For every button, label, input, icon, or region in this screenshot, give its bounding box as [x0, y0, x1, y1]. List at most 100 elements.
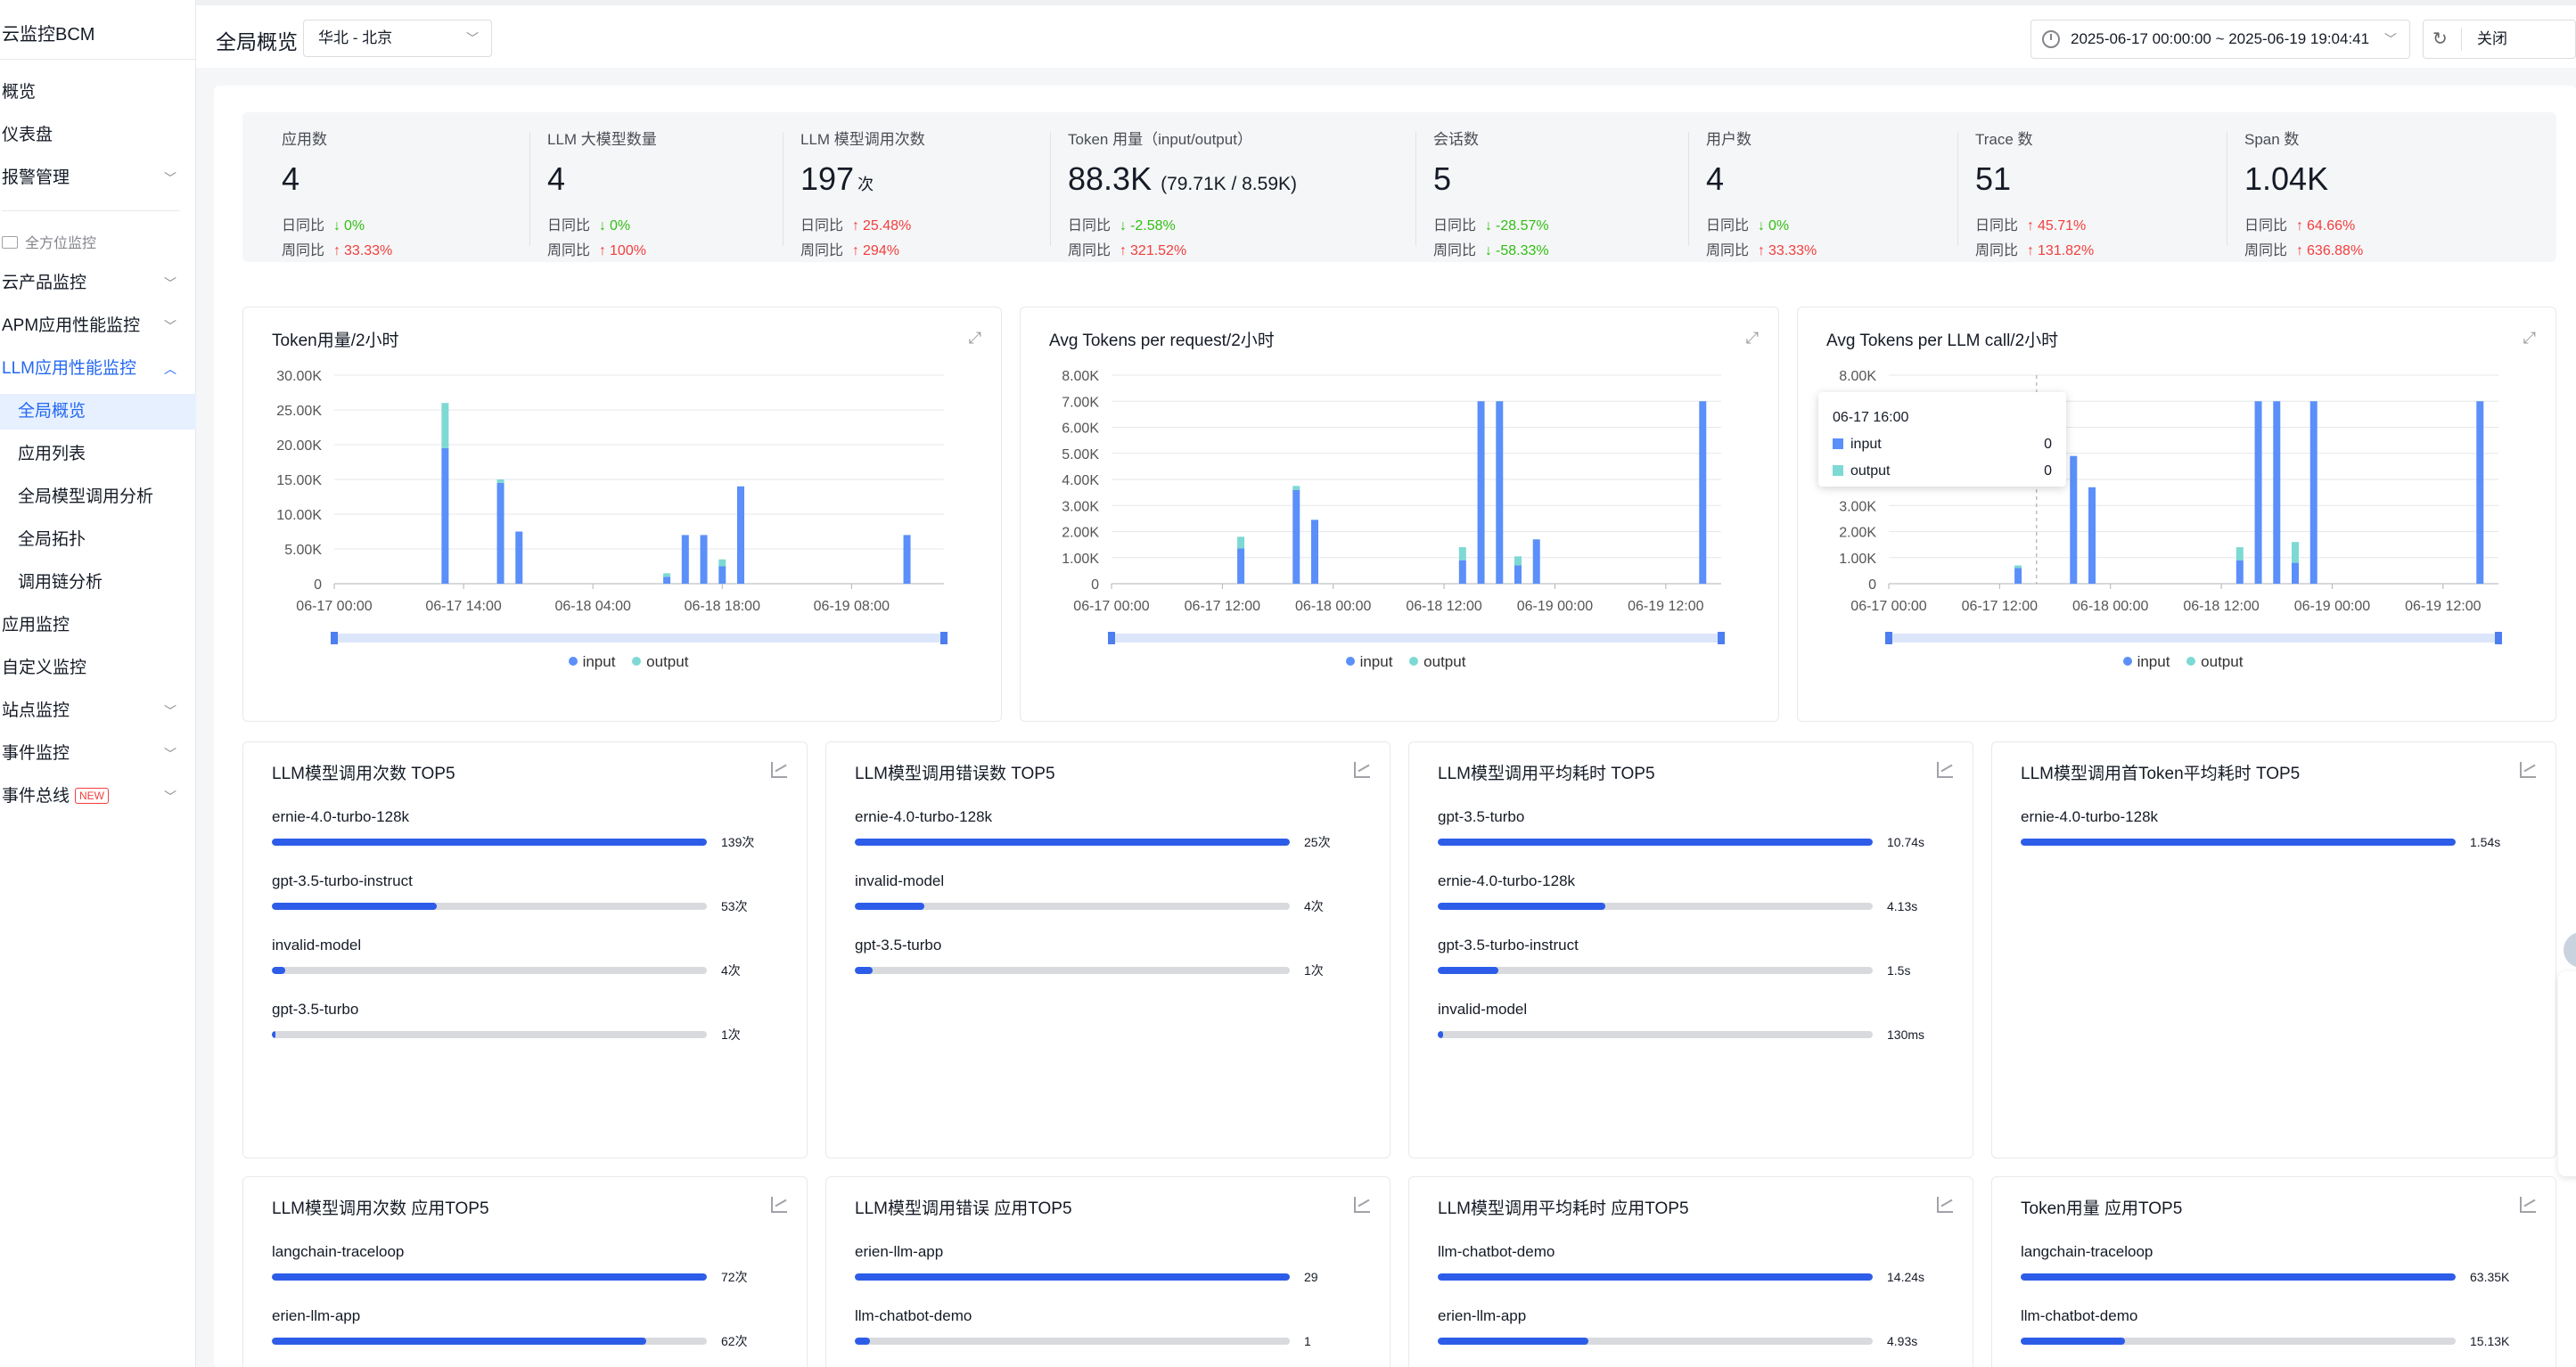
sidebar-item-apm[interactable]: APM应用性能监控 ﹀: [2, 308, 189, 344]
refresh-icon[interactable]: ↻: [2432, 29, 2448, 49]
sidebar-item-dashboard[interactable]: 仪表盘: [2, 118, 189, 153]
chart-tooltip: 06-17 16:00 input 0 output 0: [1818, 392, 2066, 487]
stat-day-compare: 日同比 ↑ 25.48%: [800, 214, 925, 239]
range-slider-handle-left[interactable]: [331, 632, 338, 644]
bar-input[interactable]: [2070, 455, 2078, 584]
bar-output[interactable]: [2236, 547, 2244, 561]
sidebar-item-topology[interactable]: 全局拓扑: [18, 522, 196, 558]
sidebar-item-alarm[interactable]: 报警管理 ﹀: [2, 160, 189, 196]
bar-output[interactable]: [1458, 547, 1466, 561]
sidebar-item-trace-analysis[interactable]: 调用链分析: [18, 565, 196, 601]
trend-chart-icon[interactable]: [771, 1197, 787, 1213]
sidebar-item-app-monitor[interactable]: 应用监控: [2, 608, 189, 643]
bar-input[interactable]: [515, 531, 523, 585]
bar-input[interactable]: [1458, 560, 1466, 584]
sidebar-item-overview[interactable]: 概览: [2, 75, 189, 111]
bar-input[interactable]: [700, 535, 708, 584]
x-tick-label: 06-18 18:00: [685, 599, 761, 614]
expand-icon[interactable]: ⤢: [2523, 329, 2536, 347]
sidebar-item-site-monitor[interactable]: 站点监控 ﹀: [2, 693, 189, 729]
bar-output[interactable]: [2014, 565, 2022, 569]
sidebar-item-cloud-monitor[interactable]: 云产品监控 ﹀: [2, 266, 189, 301]
bar-input[interactable]: [1514, 565, 1522, 584]
bar-output[interactable]: [663, 573, 671, 577]
bar-input[interactable]: [2254, 401, 2262, 584]
bar-input[interactable]: [2292, 562, 2299, 584]
top5-item-name: ernie-4.0-turbo-128k: [855, 808, 993, 825]
expand-icon[interactable]: ⤢: [1745, 329, 1759, 347]
bar-input[interactable]: [1496, 401, 1504, 584]
bar-input[interactable]: [2236, 560, 2244, 584]
bar-input[interactable]: [2476, 401, 2484, 584]
trend-chart-icon[interactable]: [1937, 1197, 1953, 1213]
bar-input[interactable]: [903, 535, 911, 584]
range-slider-handle-left[interactable]: [1108, 632, 1115, 644]
floating-toolbar[interactable]: [2558, 971, 2576, 1176]
trend-chart-icon[interactable]: [1937, 762, 1953, 778]
compare-label: 周同比: [800, 243, 844, 258]
bar-input[interactable]: [2088, 487, 2096, 584]
bar-output[interactable]: [496, 479, 505, 483]
legend-label[interactable]: input: [582, 653, 616, 670]
top5-bar-fill: [1438, 967, 1499, 974]
trend-chart-icon[interactable]: [771, 762, 787, 778]
compare-label: 周同比: [282, 243, 325, 258]
bar-input[interactable]: [1237, 548, 1245, 584]
bar-input[interactable]: [2014, 568, 2022, 584]
trend-chart-icon[interactable]: [1354, 762, 1370, 778]
range-slider-handle-right[interactable]: [940, 632, 948, 644]
sidebar-item-event-monitor[interactable]: 事件监控 ﹀: [2, 736, 189, 772]
bar-input[interactable]: [737, 486, 744, 584]
range-slider-handle-right[interactable]: [2495, 632, 2502, 644]
range-slider-track[interactable]: [331, 634, 948, 643]
auto-refresh-select[interactable]: ↻ 关闭: [2423, 20, 2576, 59]
sidebar-item-event-bus[interactable]: 事件总线 NEW ﹀: [2, 779, 189, 814]
stat-day-compare: 日同比 ↓ -2.58%: [1068, 214, 1297, 239]
sidebar-item-global-overview[interactable]: 全局概览: [0, 394, 196, 430]
range-slider-handle-right[interactable]: [1718, 632, 1725, 644]
x-tick-label: 06-18 04:00: [554, 599, 631, 614]
trend-chart-icon[interactable]: [2520, 1197, 2536, 1213]
bar-output[interactable]: [718, 559, 726, 567]
assistant-avatar[interactable]: [2564, 932, 2576, 968]
bar-input[interactable]: [2273, 401, 2281, 584]
region-select[interactable]: 华北 - 北京 ﹀: [303, 20, 492, 57]
range-slider-handle-left[interactable]: [1885, 632, 1892, 644]
bar-output[interactable]: [1237, 536, 1245, 549]
top5-item-name: invalid-model: [272, 937, 362, 954]
y-tick-label: 0: [1868, 577, 1876, 593]
bar-output[interactable]: [441, 403, 449, 448]
bar-input[interactable]: [1532, 539, 1540, 584]
sidebar-item-custom-monitor[interactable]: 自定义监控: [2, 651, 189, 686]
bar-input[interactable]: [718, 566, 726, 585]
bar-input[interactable]: [1311, 520, 1318, 584]
bar-input[interactable]: [1699, 401, 1707, 584]
bar-input[interactable]: [1292, 489, 1300, 584]
range-slider-track[interactable]: [1885, 634, 2502, 643]
bar-input[interactable]: [441, 447, 449, 584]
trend-chart-icon[interactable]: [1354, 1197, 1370, 1213]
stat-number: 4: [547, 160, 566, 197]
legend-label[interactable]: input: [1359, 653, 1393, 670]
sidebar-item-llm[interactable]: LLM应用性能监控 ︿: [2, 351, 189, 387]
bar-input[interactable]: [2309, 401, 2318, 584]
bar-input[interactable]: [663, 577, 671, 584]
legend-label[interactable]: output: [2201, 653, 2244, 670]
sidebar-item-app-list[interactable]: 应用列表: [18, 437, 196, 472]
bar-output[interactable]: [2292, 542, 2299, 563]
legend-label[interactable]: input: [2137, 653, 2170, 670]
legend-label[interactable]: output: [1423, 653, 1466, 670]
legend-label[interactable]: output: [646, 653, 689, 670]
expand-icon[interactable]: ⤢: [968, 329, 981, 347]
bar-input[interactable]: [496, 482, 505, 584]
bar-output[interactable]: [1514, 556, 1522, 566]
sidebar-item-model-analysis[interactable]: 全局模型调用分析: [18, 479, 196, 515]
bar-output[interactable]: [1292, 486, 1300, 490]
arrow-down-icon: ↓: [1485, 218, 1493, 233]
range-slider-track[interactable]: [1108, 634, 1725, 643]
bar-input[interactable]: [1477, 401, 1485, 584]
trend-chart-icon[interactable]: [2520, 762, 2536, 778]
time-range-picker[interactable]: 2025-06-17 00:00:00 ~ 2025-06-19 19:04:4…: [2030, 20, 2410, 59]
bar-input[interactable]: [681, 535, 689, 584]
stat-item: 会话数 5 日同比 ↓ -28.57% 周同比 ↓ -58.33%: [1415, 130, 1549, 258]
